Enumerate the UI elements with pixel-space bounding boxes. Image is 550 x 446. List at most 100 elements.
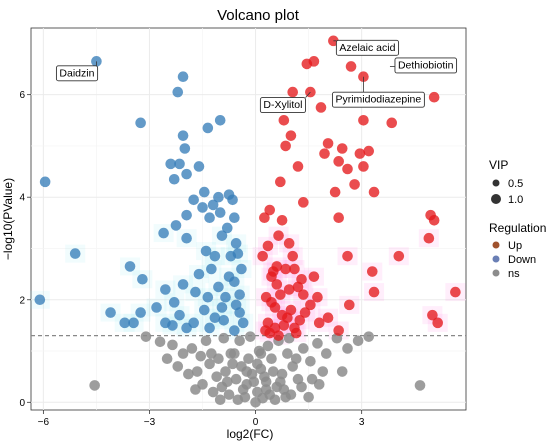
point-up: [283, 238, 295, 249]
point-down: [236, 263, 247, 275]
y-tick-label: 4: [19, 193, 25, 204]
point-down: [124, 261, 136, 272]
point-up: [333, 156, 344, 167]
point-up: [273, 230, 284, 241]
x-tick-label: −6: [38, 417, 50, 428]
annotation-label: D-Xylitol: [263, 99, 302, 111]
point-up: [428, 91, 440, 103]
point-up: [366, 266, 378, 277]
legend-ns-label: ns: [508, 268, 520, 280]
point-ns: [282, 348, 293, 359]
chart-title: Volcano plot: [217, 7, 300, 24]
point-down: [221, 222, 233, 234]
point-ns: [262, 340, 274, 352]
point-ns: [312, 338, 323, 349]
point-ns: [280, 391, 291, 403]
point-down: [193, 268, 205, 280]
point-up: [342, 250, 353, 262]
point-down: [223, 271, 235, 282]
point-up: [319, 148, 330, 159]
point-up: [368, 286, 380, 298]
point-up: [322, 138, 334, 149]
point-down: [213, 281, 224, 293]
legend-ns-marker: [492, 269, 500, 277]
point-down: [218, 314, 230, 326]
point-up: [322, 312, 334, 324]
point-up: [266, 271, 277, 282]
point-ns: [220, 366, 231, 377]
point-down: [167, 320, 178, 331]
point-ns: [191, 366, 203, 377]
legend-vip-small-label: 0.5: [508, 178, 523, 190]
point-down: [230, 238, 242, 249]
point-up: [386, 117, 398, 129]
legend-regulation-title: Regulation: [489, 221, 546, 235]
annotation-label: Dethiobiotin: [398, 59, 454, 71]
x-axis-ticks: −6 −3 0 3: [38, 410, 365, 428]
point-ns: [298, 343, 309, 354]
point-ns: [206, 348, 217, 359]
point-ns: [321, 348, 332, 359]
legend-vip-small-marker: [492, 179, 500, 187]
point-down: [105, 307, 116, 318]
x-axis-label: log2(FC): [227, 427, 274, 441]
point-down: [137, 273, 148, 285]
point-down: [172, 86, 184, 98]
point-ns: [260, 384, 272, 395]
point-down: [188, 194, 199, 206]
point-down: [237, 317, 249, 329]
point-down: [165, 158, 176, 170]
point-up: [287, 86, 299, 98]
point-ns: [218, 332, 230, 344]
annotation-box: [331, 91, 425, 108]
data-points: [34, 35, 461, 408]
point-ns: [414, 380, 426, 391]
point-down: [216, 230, 228, 241]
point-up: [289, 263, 300, 275]
point-up: [264, 204, 276, 216]
point-down: [207, 199, 219, 211]
point-down: [119, 317, 131, 329]
point-down: [168, 297, 180, 308]
point-up: [450, 286, 461, 298]
point-up: [363, 145, 375, 157]
point-down: [198, 304, 210, 316]
point-up: [296, 273, 307, 285]
point-down: [204, 212, 215, 224]
point-up: [333, 325, 344, 336]
point-down: [128, 317, 139, 329]
point-down: [214, 114, 226, 126]
point-up: [273, 330, 284, 341]
point-ns: [303, 391, 314, 403]
point-ns: [275, 376, 286, 388]
point-ns: [204, 358, 215, 370]
y-tick-label: 0: [19, 398, 25, 409]
point-up: [264, 327, 276, 339]
legend-down-label: Down: [508, 254, 536, 266]
point-down: [190, 286, 201, 298]
point-down: [206, 263, 217, 275]
point-ns: [248, 376, 260, 388]
point-up: [358, 161, 369, 172]
point-ns: [200, 335, 212, 347]
annotation-leader: [305, 91, 311, 98]
annotation-label: Daidzin: [59, 67, 94, 79]
point-up: [257, 250, 268, 262]
point-up: [285, 130, 297, 141]
legend-down-marker: [492, 255, 500, 263]
point-ns: [183, 368, 194, 380]
point-down: [174, 158, 185, 170]
point-down: [214, 207, 226, 218]
point-ns: [89, 380, 100, 391]
point-down: [179, 143, 191, 154]
point-ns: [207, 386, 219, 398]
point-ns: [290, 353, 302, 365]
point-up: [290, 327, 302, 339]
point-up: [432, 317, 444, 329]
point-ns: [252, 358, 263, 370]
point-up: [298, 289, 309, 300]
point-ns: [186, 343, 198, 354]
point-up: [294, 314, 306, 326]
annotation-label: Azelaic acid: [339, 42, 395, 54]
point-up: [313, 317, 325, 329]
